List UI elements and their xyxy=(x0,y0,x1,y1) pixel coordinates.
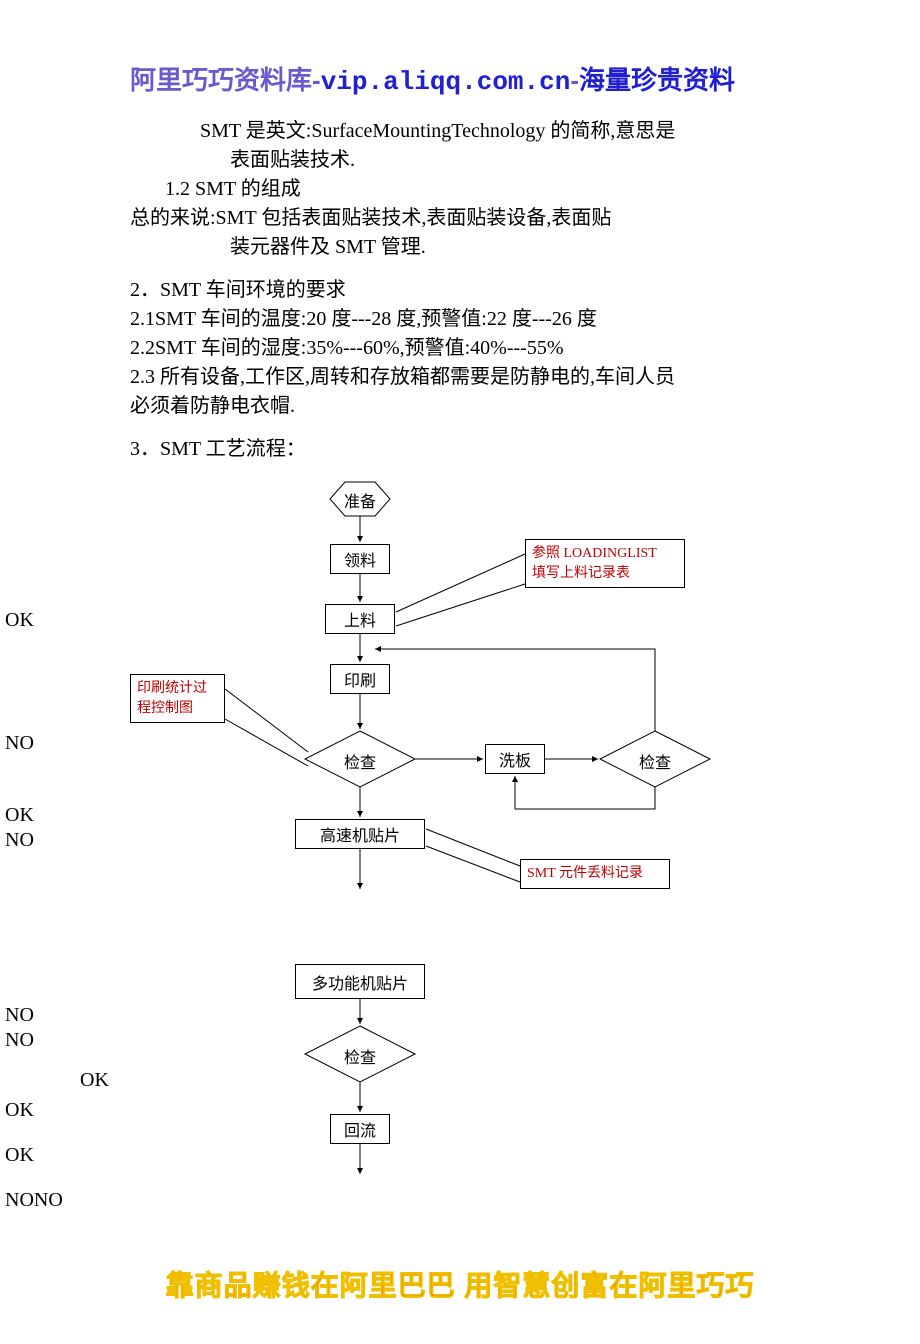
callout-loadinglist-l2: 填写上料记录表 xyxy=(532,564,678,584)
label-no-3: NO xyxy=(5,1004,34,1027)
node-prepare: 准备 xyxy=(330,488,390,512)
label-no-2: NO xyxy=(5,829,34,852)
callout-print-l3: 图 xyxy=(179,701,193,716)
header-banner: 阿里巧巧资料库-vip.aliqq.com.cn-海量珍贵资料 xyxy=(130,60,790,97)
line-2-1: 2.1SMT 车间的温度:20 度---28 度,预警值:22 度---26 度 xyxy=(130,305,790,334)
label-no-1: NO xyxy=(5,732,34,755)
callout-smt-loss: SMT 元件丢料记录 xyxy=(520,859,670,889)
label-nono: NONO xyxy=(5,1189,63,1212)
node-check3: 检查 xyxy=(335,1044,385,1068)
label-ok-4: OK xyxy=(5,1099,34,1122)
label-no-4: NO xyxy=(5,1029,34,1052)
flowchart: 准备 领料 上料 印刷 检查 洗板 检查 高速机贴片 多功能机贴片 检查 回流 … xyxy=(130,474,790,1234)
header-part1: 阿里巧巧资料库 xyxy=(130,65,312,95)
node-load: 上料 xyxy=(325,604,395,634)
line-1-2: 1.2 SMT 的组成 xyxy=(130,175,790,204)
callout-print-stat: 印刷统计过 程控制图 xyxy=(130,674,225,723)
line-overall2: 装元器件及 SMT 管理. xyxy=(130,233,790,262)
flowchart-lines xyxy=(130,474,790,1234)
line-2-3b: 必须着防静电衣帽. xyxy=(130,392,790,421)
node-check1: 检查 xyxy=(335,749,385,773)
callout-print-l1: 印刷统计过 xyxy=(137,681,207,696)
label-ok-5: OK xyxy=(5,1144,34,1167)
node-reflow: 回流 xyxy=(330,1114,390,1144)
header-dash1: - xyxy=(312,65,321,95)
line-2: 2．SMT 车间环境的要求 xyxy=(130,276,790,305)
node-highspeed: 高速机贴片 xyxy=(295,819,425,849)
line-overall: 总的来说:SMT 包括表面贴装技术,表面贴装设备,表面贴 xyxy=(130,204,790,233)
label-ok-2: OK xyxy=(5,804,34,827)
callout-print-l2: 程控制 xyxy=(137,701,179,716)
body-text: SMT 是英文:SurfaceMountingTechnology 的简称,意思… xyxy=(130,117,790,464)
label-ok-3: OK xyxy=(80,1069,109,1092)
node-wash: 洗板 xyxy=(485,744,545,774)
header-part2: vip.aliqq.com.cn xyxy=(321,67,571,97)
node-print: 印刷 xyxy=(330,664,390,694)
node-multi: 多功能机贴片 xyxy=(295,964,425,999)
callout-loadinglist: 参照 LOADINGLIST 填写上料记录表 xyxy=(525,539,685,588)
line-2-2: 2.2SMT 车间的湿度:35%---60%,预警值:40%---55% xyxy=(130,334,790,363)
footer-banner: 靠商品赚钱在阿里巴巴 用智慧创富在阿里巧巧 xyxy=(130,1264,790,1304)
line-smt-def1: SMT 是英文:SurfaceMountingTechnology 的简称,意思… xyxy=(130,117,790,146)
callout-loadinglist-l1: 参照 LOADINGLIST xyxy=(532,544,678,564)
node-pick: 领料 xyxy=(330,544,390,574)
label-ok-1: OK xyxy=(5,609,34,632)
header-dash2: - xyxy=(570,65,579,95)
node-check2: 检查 xyxy=(630,749,680,773)
line-3: 3．SMT 工艺流程： xyxy=(130,435,790,464)
line-2-3a: 2.3 所有设备,工作区,周转和存放箱都需要是防静电的,车间人员 xyxy=(130,363,790,392)
header-part3: 海量珍贵资料 xyxy=(579,65,735,95)
line-smt-def2: 表面贴装技术. xyxy=(130,146,790,175)
